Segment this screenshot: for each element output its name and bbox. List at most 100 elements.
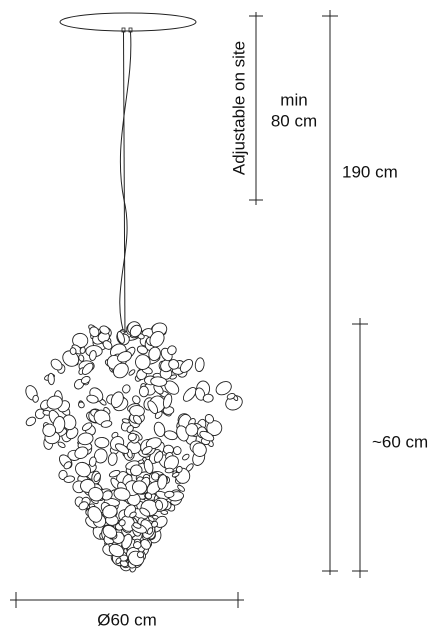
crystal: [57, 441, 66, 449]
crystal: [89, 326, 100, 338]
crystal: [129, 511, 137, 519]
crystal: [88, 487, 104, 502]
crystal: [50, 358, 63, 371]
crystal: [78, 401, 85, 409]
crystal: [136, 345, 148, 355]
crystal: [140, 539, 151, 550]
crystal: [153, 451, 164, 463]
crystal: [126, 425, 134, 433]
crystal: [77, 432, 94, 446]
crystal: [141, 445, 153, 455]
crystal: [116, 331, 125, 344]
crystal: [164, 490, 175, 498]
crystal: [157, 474, 168, 490]
crystal: [102, 504, 118, 519]
crystal: [78, 501, 89, 511]
crystal: [102, 340, 113, 350]
crystal: [113, 487, 131, 501]
crystal: [132, 522, 142, 529]
crystal: [107, 452, 118, 466]
min-length-label: 80 cm: [271, 111, 317, 130]
crystal: [69, 347, 77, 355]
crystal: [133, 541, 142, 550]
crystal: [94, 436, 110, 449]
crystal: [194, 357, 205, 373]
crystal: [32, 394, 39, 403]
crystal: [160, 509, 169, 515]
crystal: [163, 455, 179, 471]
crystal: [151, 520, 159, 528]
body-height-label: ~60 cm: [372, 432, 428, 451]
canopy: [59, 12, 197, 32]
crystal: [163, 430, 178, 441]
crystal: [34, 408, 46, 420]
crystal: [78, 354, 85, 362]
crystal: [162, 393, 173, 409]
crystal: [226, 393, 236, 400]
crystal: [81, 362, 94, 375]
crystal: [179, 358, 194, 373]
crystal: [167, 345, 177, 356]
crystal: [94, 448, 108, 464]
crystal: [177, 484, 185, 492]
crystal: [86, 394, 99, 404]
crystal: [147, 516, 155, 522]
crystal: [25, 416, 37, 427]
crystal: [63, 461, 72, 470]
crystal: [150, 376, 168, 387]
crystal: [194, 387, 206, 401]
crystal: [102, 525, 117, 539]
crystal: [171, 471, 180, 478]
crystal: [138, 385, 149, 398]
crystal-cluster: [25, 321, 243, 573]
crystal: [143, 458, 154, 474]
crystal: [164, 467, 174, 474]
crystal: [132, 395, 141, 405]
crystal: [81, 422, 93, 432]
crystal: [192, 442, 207, 457]
total-height-label: 190 cm: [342, 162, 398, 181]
crystal: [80, 376, 91, 384]
crystal: [47, 372, 55, 386]
crystal: [74, 446, 89, 459]
crystal: [89, 350, 97, 361]
min-label: min: [280, 90, 307, 109]
crystal: [100, 420, 113, 428]
crystal: [135, 354, 151, 370]
crystal: [117, 351, 132, 363]
crystal: [108, 469, 121, 478]
crystal: [99, 325, 110, 335]
crystal: [169, 374, 178, 380]
crystal: [130, 464, 143, 477]
crystal: [129, 324, 142, 338]
crystal: [155, 499, 164, 511]
crystal: [202, 393, 214, 403]
crystal: [87, 506, 103, 523]
crystal: [113, 362, 129, 379]
crystal: [133, 414, 142, 425]
crystal: [173, 446, 182, 456]
power-cord: [119, 31, 132, 341]
chandelier: [25, 12, 243, 573]
crystal: [42, 423, 57, 437]
crystal: [93, 472, 101, 483]
crystal: [88, 456, 97, 467]
crystal: [118, 519, 126, 527]
crystal: [147, 400, 159, 415]
diameter-label: Ø60 cm: [97, 610, 157, 629]
adjustable-label: Adjustable on site: [229, 41, 248, 175]
crystal: [115, 557, 122, 565]
crystal: [168, 359, 180, 370]
crystal: [114, 443, 130, 454]
crystal: [144, 492, 153, 500]
crystal: [79, 346, 86, 354]
crystal: [145, 437, 162, 450]
crystal: [128, 369, 136, 376]
crystal: [204, 414, 214, 424]
suspension-cable: [123, 31, 126, 341]
crystal: [101, 490, 113, 501]
dimensions: [10, 10, 368, 608]
crystal: [215, 381, 232, 396]
crystal: [199, 430, 215, 442]
